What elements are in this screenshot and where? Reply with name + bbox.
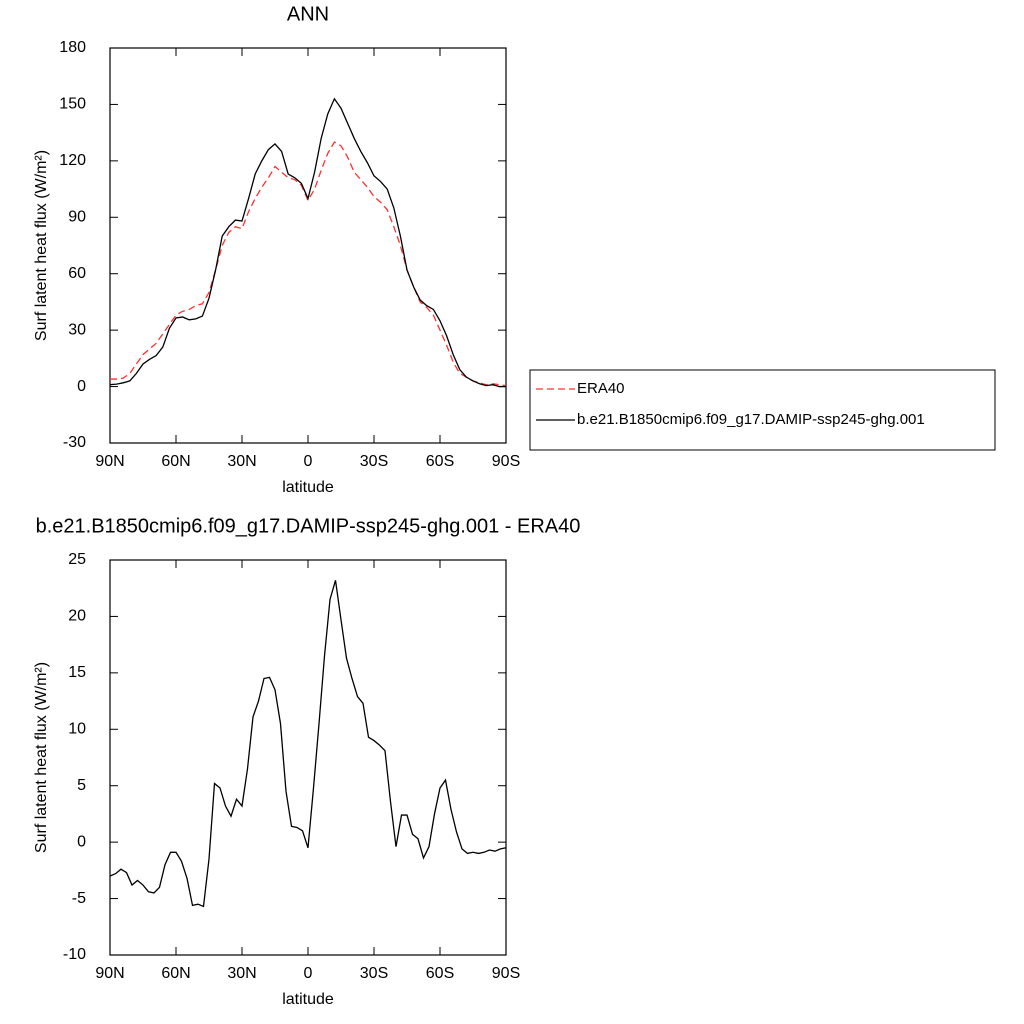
y-tick-label: 0	[77, 833, 86, 850]
series-line	[109, 580, 507, 908]
plot-frame	[109, 47, 507, 444]
series-line	[109, 97, 506, 388]
y-tick-label: 20	[68, 608, 86, 625]
y-tick-label: -5	[72, 890, 86, 907]
x-tick-label: 30N	[227, 965, 256, 982]
x-tick-label: 60N	[161, 453, 190, 470]
x-tick-label: 30S	[360, 965, 388, 982]
legend-label: ERA40	[577, 380, 625, 397]
y-tick-label: 120	[59, 152, 86, 169]
y-tick-label: 180	[59, 39, 86, 56]
y-tick-label: 0	[77, 378, 86, 395]
x-tick-label: 0	[304, 965, 313, 982]
y-tick-label: 15	[68, 664, 86, 681]
legend-label: b.e21.B1850cmip6.f09_g17.DAMIP-ssp245-gh…	[577, 411, 925, 428]
x-tick-label: 60S	[426, 453, 454, 470]
x-tick-label: 30S	[360, 453, 388, 470]
x-axis-label: latitude	[282, 479, 334, 496]
y-axis-label: Surf latent heat flux (W/m²)	[33, 662, 50, 853]
legend-box	[529, 369, 996, 451]
x-tick-label: 60S	[426, 965, 454, 982]
y-tick-label: 10	[68, 721, 86, 738]
x-axis-label: latitude	[282, 991, 334, 1008]
chart-title: b.e21.B1850cmip6.f09_g17.DAMIP-ssp245-gh…	[36, 515, 581, 537]
y-tick-label: 60	[68, 265, 86, 282]
x-tick-label: 90S	[492, 453, 520, 470]
x-tick-label: 60N	[161, 965, 190, 982]
series-line	[110, 141, 507, 387]
y-tick-label: 25	[68, 551, 86, 568]
x-tick-label: 30N	[227, 453, 256, 470]
y-tick-label: 150	[59, 96, 86, 113]
x-tick-label: 0	[304, 453, 313, 470]
plot-frame	[109, 559, 507, 956]
x-tick-label: 90N	[95, 453, 124, 470]
y-tick-label: 5	[77, 777, 86, 794]
y-tick-label: 30	[68, 321, 86, 338]
chart-title: ANN	[287, 3, 329, 25]
x-tick-label: 90N	[95, 965, 124, 982]
x-tick-label: 90S	[492, 965, 520, 982]
y-tick-label: 90	[68, 209, 86, 226]
y-axis-label: Surf latent heat flux (W/m²)	[33, 150, 50, 341]
y-tick-label: -10	[63, 946, 86, 963]
y-tick-label: -30	[63, 434, 86, 451]
